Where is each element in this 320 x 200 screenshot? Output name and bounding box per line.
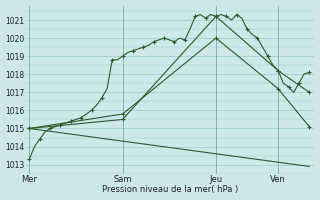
X-axis label: Pression niveau de la mer( hPa ): Pression niveau de la mer( hPa ) bbox=[102, 185, 238, 194]
